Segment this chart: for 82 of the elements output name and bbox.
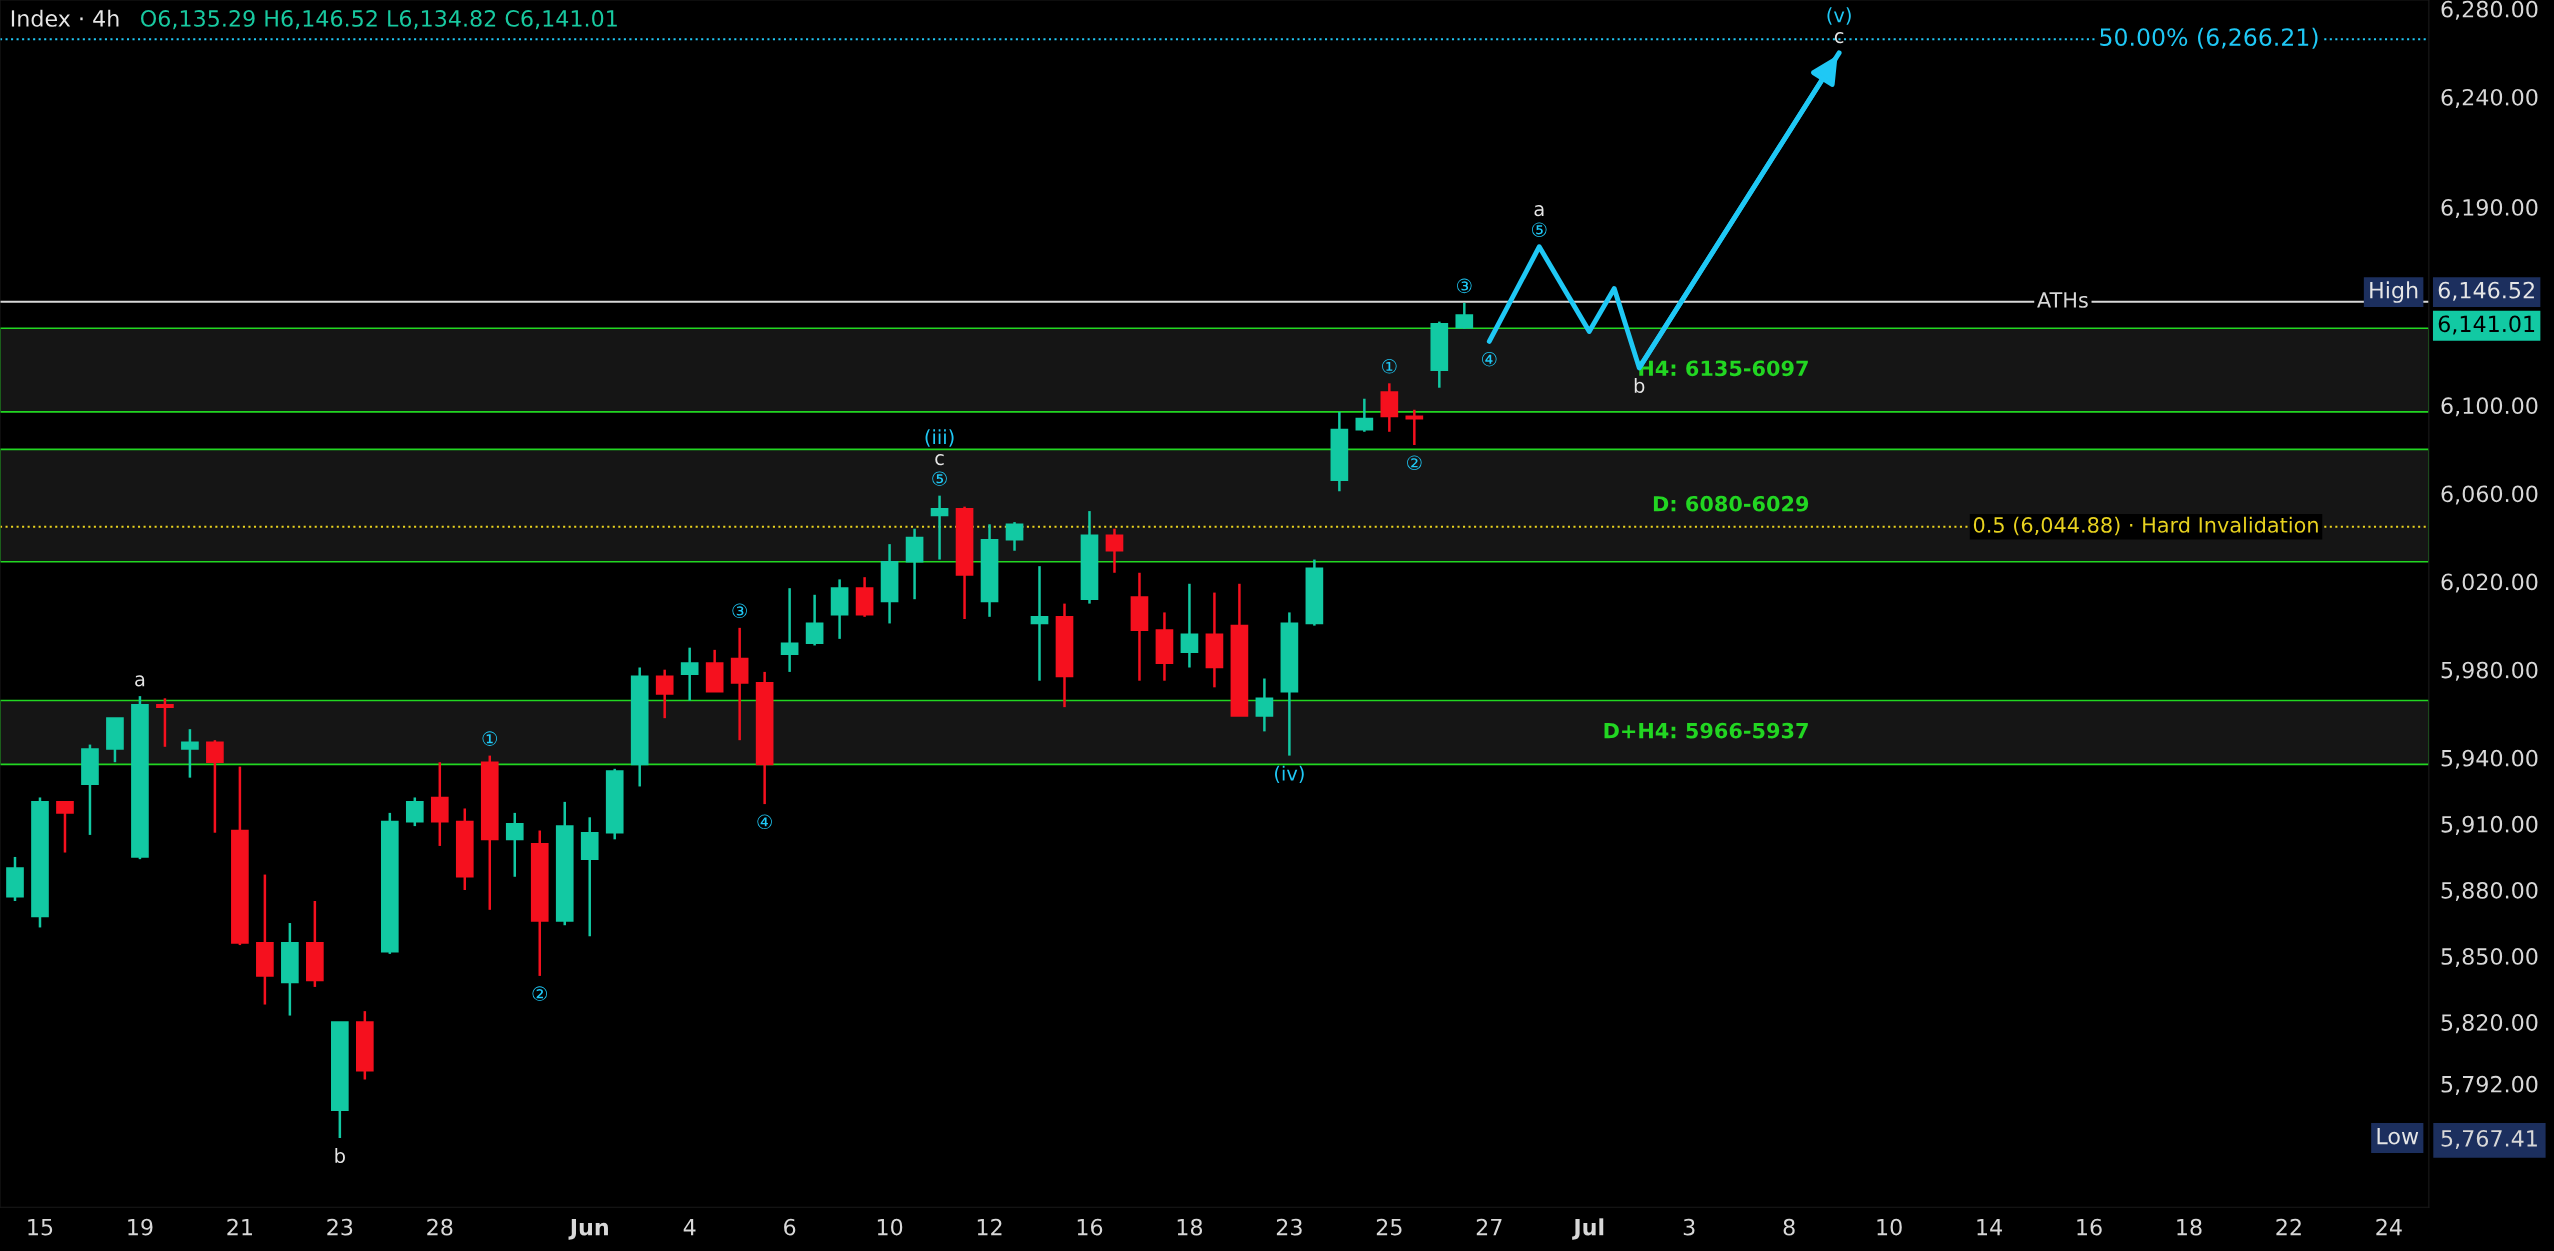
x-tick-label: 24 xyxy=(2376,1218,2402,1236)
candlestick xyxy=(1255,677,1274,733)
y-tick-label: 6,060.00 xyxy=(2441,485,2538,505)
x-tick-label: 8 xyxy=(1783,1218,1795,1236)
candlestick xyxy=(805,593,824,647)
candlestick xyxy=(56,800,74,854)
candlestick xyxy=(680,646,699,702)
x-tick-label: 25 xyxy=(1376,1218,1402,1236)
text: ③ xyxy=(1457,278,1472,294)
y-tick-label: 5,880.00 xyxy=(2441,881,2538,902)
x-tick-label: 10 xyxy=(877,1218,903,1236)
candlestick xyxy=(505,811,524,879)
x-tick-label: 15 xyxy=(28,1219,53,1236)
data-label: a ⑤ xyxy=(1532,205,1547,238)
x-tick-label: 19 xyxy=(128,1218,153,1236)
data-label: b xyxy=(1634,377,1645,393)
x-tick-label: Jul xyxy=(1572,1218,1604,1240)
ref-line-label: 50.00% (6,266.21) xyxy=(2100,27,2318,49)
y-tick-label: 5,910.00 xyxy=(2441,815,2538,835)
text: (iv) xyxy=(1275,765,1304,783)
x-tick-label: 10 xyxy=(1877,1218,1902,1236)
text: ③ xyxy=(732,603,747,619)
candlestick xyxy=(930,494,949,561)
text: 6,141.01 xyxy=(2438,315,2535,335)
data-label: (v) c xyxy=(1827,7,1851,44)
x-tick-label: 21 xyxy=(227,1218,252,1236)
x-tick-label: 14 xyxy=(1977,1219,2002,1236)
annotation: O6,135.29 H6,146.52 L6,134.82 C6,141.01 xyxy=(141,10,617,30)
text: 6,146.52 xyxy=(2438,281,2534,301)
ref-line-label: ATHs xyxy=(2037,292,2088,308)
x-tick-label: 16 xyxy=(1077,1218,1103,1236)
y-tick-label: 6,280.00 xyxy=(2441,0,2538,20)
candlestick xyxy=(1030,564,1049,682)
y-tick-label: 6,100.00 xyxy=(2441,397,2538,417)
y-tick-label: 5,820.00 xyxy=(2441,1014,2538,1034)
text: (iii) c ⑤ xyxy=(925,429,954,486)
y-tick-label: 5,792.00 xyxy=(2441,1075,2538,1095)
x-tick-label: 3 xyxy=(1683,1218,1695,1236)
candlestick xyxy=(1455,301,1474,330)
text: b xyxy=(335,1148,345,1164)
x-tick-label: 23 xyxy=(1276,1218,1302,1236)
text: ④ xyxy=(757,814,772,830)
y-tick-label: 5,850.00 xyxy=(2441,948,2538,968)
candlestick xyxy=(206,738,224,834)
annotation: High xyxy=(2370,281,2418,303)
candlestick xyxy=(1005,520,1024,552)
text: ① xyxy=(1382,359,1397,374)
x-tick-label: 6 xyxy=(784,1218,796,1236)
candlestick xyxy=(181,727,199,779)
x-tick-label: 27 xyxy=(1476,1218,1502,1236)
x-tick-label: 4 xyxy=(683,1219,696,1236)
y-tick-label: 6,020.00 xyxy=(2441,573,2538,593)
y-tick-label: 6,240.00 xyxy=(2441,88,2538,108)
candlestick xyxy=(780,586,799,674)
ref-line-label: 0.5 (6,044.88) · Hard Invalidation xyxy=(1973,516,2318,536)
band-label: D: 6080-6029 xyxy=(1653,495,1809,512)
y-tick-label: 6,190.00 xyxy=(2441,199,2538,219)
x-tick-label: 22 xyxy=(2276,1218,2301,1236)
text: ② xyxy=(1407,455,1422,470)
data-label: ④ xyxy=(1482,351,1497,367)
candlestick xyxy=(1355,397,1374,434)
candlestick xyxy=(1105,527,1124,575)
x-tick-label: 16 xyxy=(2077,1218,2102,1236)
x-tick-label: Jun xyxy=(568,1219,608,1240)
x-tick-label: 23 xyxy=(327,1218,353,1236)
text: ① xyxy=(482,731,498,746)
y-tick-label: 5,940.00 xyxy=(2441,749,2538,769)
candlestick xyxy=(156,697,174,749)
y-tick-label: 5,767.41 xyxy=(2441,1129,2537,1150)
candlestick xyxy=(655,668,674,720)
candlestick xyxy=(405,796,424,828)
text: ② xyxy=(532,986,548,1001)
y-tick-label: 5,980.00 xyxy=(2441,661,2538,681)
annotation: Low xyxy=(2377,1127,2419,1145)
candlestick xyxy=(1180,582,1199,669)
x-tick-label: 12 xyxy=(977,1218,1002,1236)
x-tick-label: 18 xyxy=(2177,1218,2202,1236)
chart-title: Index · 4h xyxy=(11,9,119,27)
x-tick-label: 28 xyxy=(427,1218,453,1236)
band-label: D+H4: 5966-5937 xyxy=(1604,722,1808,739)
text: a xyxy=(135,675,145,687)
x-tick-label: 18 xyxy=(1177,1218,1203,1236)
